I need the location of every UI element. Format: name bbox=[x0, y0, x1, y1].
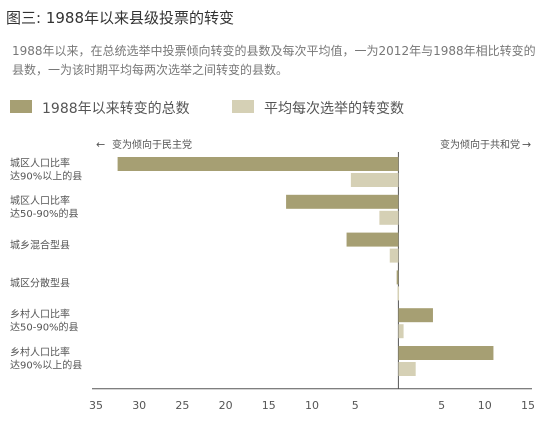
bar-total bbox=[398, 308, 433, 323]
category-label: 达90%以上的县 bbox=[10, 358, 82, 371]
category-label: 达50-90%的县 bbox=[10, 207, 79, 220]
legend-label-average: 平均每次选举的转变数 bbox=[264, 101, 404, 117]
legend-swatch-average bbox=[232, 100, 254, 113]
bar-total bbox=[117, 157, 399, 171]
category-label: 乡村人口比率 bbox=[10, 345, 70, 358]
category-label: 城区人口比率 bbox=[10, 156, 70, 169]
x-tick-label: 15 bbox=[521, 399, 535, 412]
x-tick-label: 10 bbox=[305, 399, 319, 412]
category-label: 城区人口比率 bbox=[10, 194, 70, 207]
category-label: 城乡混合型县 bbox=[10, 239, 70, 252]
bar-total bbox=[286, 194, 399, 209]
bar-average bbox=[398, 362, 416, 376]
x-tick-label: 15 bbox=[262, 399, 276, 412]
x-tick-label: 25 bbox=[175, 399, 189, 412]
x-tick-label: 5 bbox=[352, 399, 359, 412]
direction-label-left: 变为倾向于民主党 bbox=[112, 138, 192, 151]
x-tick-label: 35 bbox=[89, 399, 103, 412]
direction-label-right: 变为倾向于共和党 bbox=[440, 138, 520, 151]
bar-average bbox=[389, 248, 399, 263]
bar-average bbox=[397, 286, 400, 301]
legend-swatch-total bbox=[10, 100, 32, 113]
direction-arrow-right: → bbox=[522, 138, 531, 151]
chart-subtitle: 1988年以来，在总统选举中投票倾向转变的县数及每次平均值，一为2012年与19… bbox=[12, 44, 536, 77]
x-tick-label: 10 bbox=[478, 399, 492, 412]
bar-average bbox=[379, 210, 399, 225]
bar-average bbox=[350, 173, 399, 187]
category-label: 乡村人口比率 bbox=[10, 308, 70, 321]
direction-arrow-left: ← bbox=[96, 138, 105, 151]
bar-total bbox=[346, 232, 399, 247]
x-tick-label: 20 bbox=[219, 399, 233, 412]
x-tick-label: 5 bbox=[438, 399, 445, 412]
legend-label-total: 1988年以来转变的总数 bbox=[42, 101, 190, 117]
bar-total bbox=[396, 270, 399, 285]
category-label: 达50-90%的县 bbox=[10, 321, 79, 334]
category-label: 达90%以上的县 bbox=[10, 169, 82, 182]
bar-total bbox=[398, 346, 494, 360]
chart-title: 图三: 1988年以来县级投票的转变 bbox=[6, 9, 234, 27]
x-tick-label: 30 bbox=[132, 399, 146, 412]
bar-chart: ← 变为倾向于民主党 变为倾向于共和党 → 城区人口比率达90%以上的县城区人口比率达5… bbox=[10, 138, 535, 412]
category-label: 城区分散型县 bbox=[10, 276, 70, 289]
bar-average bbox=[398, 324, 404, 339]
